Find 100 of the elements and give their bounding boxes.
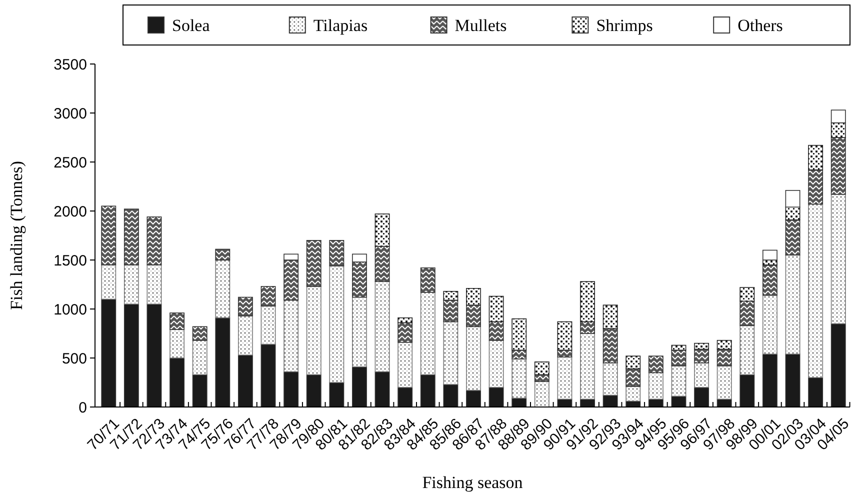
bar: [284, 300, 299, 372]
bar: [352, 296, 367, 368]
bar: [830, 194, 846, 324]
bar: [192, 326, 208, 341]
bar: [694, 342, 710, 350]
bar: [124, 264, 139, 304]
bar: [374, 371, 390, 408]
y-tick-label: 1500: [54, 252, 87, 270]
legend-label: Solea: [172, 16, 210, 35]
bar: [626, 386, 641, 402]
y-tick-label: 3000: [54, 105, 87, 122]
bar: [374, 281, 390, 372]
bar: [443, 290, 458, 301]
bar: [534, 381, 550, 408]
bar: [443, 321, 458, 385]
bar: [260, 286, 276, 306]
bar: [192, 340, 208, 376]
bar: [306, 286, 322, 376]
bar: [740, 287, 755, 302]
bar: [215, 260, 230, 318]
bar: [512, 318, 527, 351]
bar: [466, 304, 481, 328]
bar: [671, 365, 686, 397]
bar: [580, 333, 595, 400]
bar: [830, 110, 846, 124]
bar: [374, 246, 390, 282]
bar: [694, 348, 710, 364]
bar: [101, 264, 116, 300]
bar: [580, 321, 595, 334]
bar: [740, 325, 755, 376]
bar: [398, 387, 413, 408]
bar: [238, 296, 253, 316]
y-tick-label: 500: [62, 350, 87, 368]
bar: [170, 358, 185, 408]
bar: [101, 206, 116, 266]
bar: [260, 306, 276, 345]
bar: [420, 292, 436, 376]
y-axis-title: Fish landing (Tonnes): [7, 161, 26, 310]
bar: [557, 356, 572, 400]
bar: [329, 240, 344, 266]
bar: [488, 340, 504, 388]
bar: [740, 374, 755, 408]
bar: [716, 348, 732, 366]
legend-label: Tilapias: [313, 16, 368, 35]
bar: [443, 384, 458, 408]
bar: [238, 315, 253, 356]
bar: [830, 122, 846, 138]
bar: [488, 387, 504, 408]
bar: [170, 312, 185, 330]
bar: [648, 356, 664, 374]
x-axis-title: Fishing season: [422, 473, 524, 492]
bar: [170, 329, 185, 358]
bar: [146, 216, 162, 266]
bar: [306, 240, 322, 287]
bar: [534, 374, 550, 382]
bar: [671, 344, 686, 351]
bar: [329, 382, 344, 408]
bar: [124, 304, 139, 408]
bar: [785, 254, 800, 354]
bar: [808, 204, 824, 378]
y-tick-label: 2000: [54, 203, 87, 220]
bar: [215, 317, 230, 408]
bar: [512, 358, 527, 399]
bar: [420, 374, 436, 408]
bar: [146, 304, 162, 408]
bar: [146, 264, 162, 304]
bar: [762, 354, 778, 408]
bar: [648, 372, 664, 400]
bar: [602, 362, 618, 396]
legend-label: Others: [738, 16, 783, 35]
bar: [398, 322, 413, 343]
bar: [762, 264, 778, 296]
bar: [557, 321, 572, 351]
bar: [557, 350, 572, 358]
bar: [716, 365, 732, 400]
bar: [785, 354, 800, 408]
bar: [785, 190, 800, 208]
bar: [420, 267, 436, 293]
bar: [215, 248, 230, 260]
bar: [466, 390, 481, 408]
bar: [101, 298, 116, 408]
legend-label: Mullets: [454, 16, 507, 35]
bar: [580, 281, 595, 322]
bar: [762, 250, 778, 260]
bar: [694, 387, 710, 408]
bar: [488, 321, 504, 341]
bar: [740, 300, 755, 326]
bar: [808, 169, 824, 205]
bar: [466, 288, 481, 306]
bar: [466, 326, 481, 391]
bar: [398, 317, 413, 324]
bar: [785, 219, 800, 256]
bar: [808, 377, 824, 408]
bar: [192, 374, 208, 408]
bar: [830, 137, 846, 195]
bar: [602, 304, 618, 329]
bar: [238, 354, 253, 408]
y-tick-label: 3500: [54, 56, 87, 74]
bar: [671, 350, 686, 366]
y-tick-label: 2500: [54, 154, 87, 172]
